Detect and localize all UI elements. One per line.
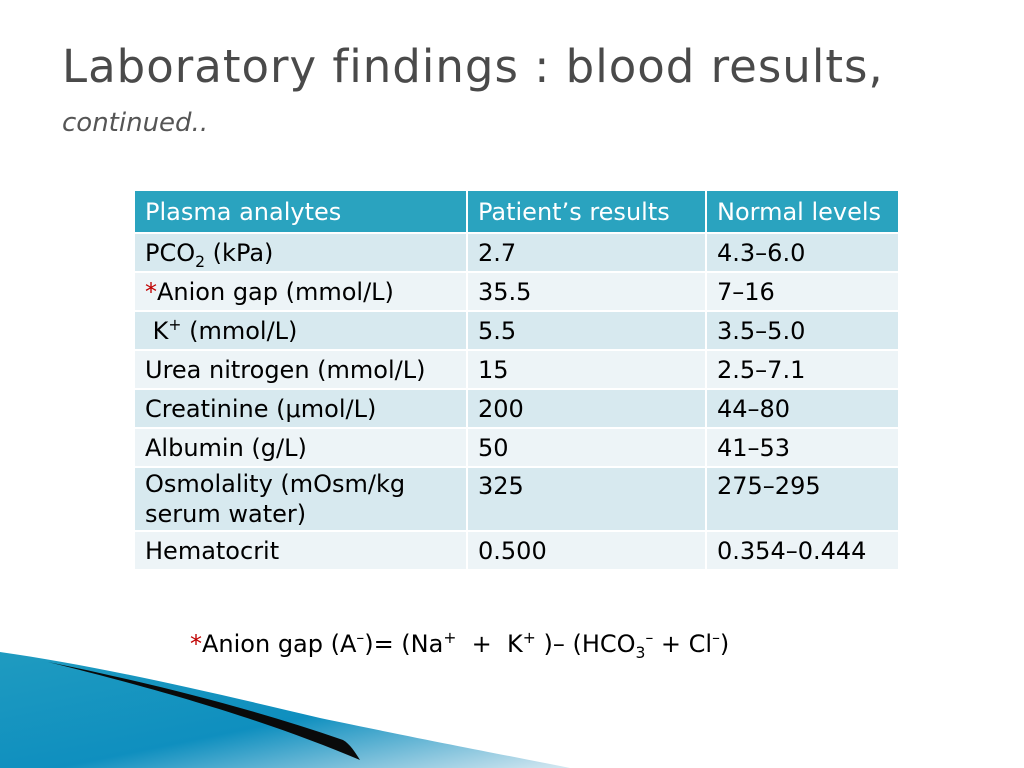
- footnote-asterisk: *: [190, 630, 202, 658]
- analyte-cell: PCO2 (kPa): [133, 232, 468, 273]
- table-row: K+ (mmol/L) 5.5 3.5–5.0: [133, 310, 900, 351]
- table-row: Hematocrit 0.500 0.354–0.444: [133, 530, 900, 571]
- analyte-cell: Albumin (g/L): [133, 427, 468, 468]
- footnote-subscript: 3: [635, 643, 646, 662]
- slide-subtitle: continued..: [62, 108, 209, 138]
- footnote-text-part: + Cl: [653, 630, 713, 658]
- analyte-cell: K+ (mmol/L): [133, 310, 468, 351]
- header-normal-levels: Normal levels: [705, 189, 900, 234]
- result-cell: 50: [466, 427, 707, 468]
- analyte-cell: Urea nitrogen (mmol/L): [133, 349, 468, 390]
- result-cell: 5.5: [466, 310, 707, 351]
- footnote-superscript: –: [356, 629, 365, 647]
- footnote-text-part: )– (HCO: [535, 630, 636, 658]
- footnote-text-part: ): [719, 630, 730, 658]
- table-row: Creatinine (μmol/L) 200 44–80: [133, 388, 900, 429]
- footnote-text-part: + K: [456, 630, 523, 658]
- analyte-unit: (mmol/L): [181, 316, 298, 345]
- analyte-name: K: [152, 316, 169, 345]
- result-cell: 0.500: [466, 530, 707, 571]
- header-plasma-analytes: Plasma analytes: [133, 189, 468, 234]
- result-cell: 200: [466, 388, 707, 429]
- normal-range-cell: 0.354–0.444: [705, 530, 900, 571]
- asterisk-mark: *: [145, 277, 157, 306]
- footnote-superscript: +: [522, 629, 536, 647]
- normal-range-cell: 44–80: [705, 388, 900, 429]
- blood-results-table: Plasma analytes Patient’s results Normal…: [133, 189, 900, 571]
- normal-range-cell: 275–295: [705, 466, 900, 532]
- analyte-name: Anion gap (mmol/L): [157, 277, 394, 306]
- analyte-cell: Hematocrit: [133, 530, 468, 571]
- analyte-unit: (kPa): [205, 238, 274, 267]
- result-cell: 2.7: [466, 232, 707, 273]
- anion-gap-footnote: *Anion gap (A–)= (Na+ + K+ )– (HCO3– + C…: [190, 629, 730, 662]
- footnote-text-part: )= (Na: [364, 630, 444, 658]
- table-row: Urea nitrogen (mmol/L) 15 2.5–7.1: [133, 349, 900, 390]
- normal-range-cell: 3.5–5.0: [705, 310, 900, 351]
- analyte-cell: *Anion gap (mmol/L): [133, 271, 468, 312]
- analyte-subscript: 2: [195, 252, 206, 271]
- slide-title: Laboratory findings : blood results,: [62, 40, 884, 93]
- header-patient-results: Patient’s results: [466, 189, 707, 234]
- normal-range-cell: 2.5–7.1: [705, 349, 900, 390]
- analyte-superscript: +: [168, 315, 182, 334]
- footnote-superscript: –: [645, 629, 654, 647]
- footnote-superscript: +: [443, 629, 457, 647]
- normal-range-cell: 7–16: [705, 271, 900, 312]
- table-row: PCO2 (kPa) 2.7 4.3–6.0: [133, 232, 900, 273]
- footnote-superscript: –: [712, 629, 720, 647]
- table-row: Osmolality (mOsm/kg serum water) 325 275…: [133, 466, 900, 532]
- result-cell: 35.5: [466, 271, 707, 312]
- result-cell: 15: [466, 349, 707, 390]
- results-table-container: Plasma analytes Patient’s results Normal…: [133, 189, 900, 571]
- table-header-row: Plasma analytes Patient’s results Normal…: [133, 189, 900, 234]
- analyte-cell: Creatinine (μmol/L): [133, 388, 468, 429]
- analyte-name: PCO: [145, 238, 196, 267]
- table-row: Albumin (g/L) 50 41–53: [133, 427, 900, 468]
- table-row: *Anion gap (mmol/L) 35.5 7–16: [133, 271, 900, 312]
- result-cell: 325: [466, 466, 707, 532]
- footnote-text-part: Anion gap (A: [202, 630, 357, 658]
- analyte-cell: Osmolality (mOsm/kg serum water): [133, 466, 468, 532]
- normal-range-cell: 41–53: [705, 427, 900, 468]
- normal-range-cell: 4.3–6.0: [705, 232, 900, 273]
